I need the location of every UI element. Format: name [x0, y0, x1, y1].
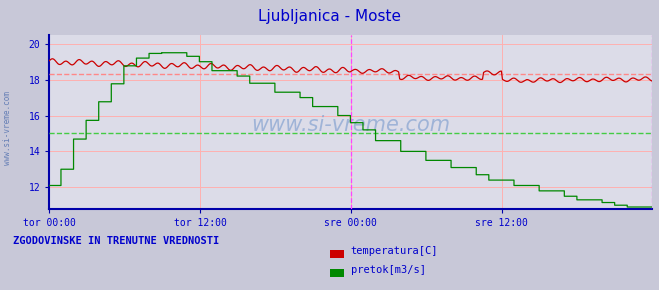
Text: www.si-vreme.com: www.si-vreme.com: [251, 115, 451, 135]
Text: ZGODOVINSKE IN TRENUTNE VREDNOSTI: ZGODOVINSKE IN TRENUTNE VREDNOSTI: [13, 236, 219, 246]
Text: pretok[m3/s]: pretok[m3/s]: [351, 265, 426, 275]
Text: www.si-vreme.com: www.si-vreme.com: [3, 90, 13, 165]
Text: Ljubljanica - Moste: Ljubljanica - Moste: [258, 9, 401, 24]
Text: temperatura[C]: temperatura[C]: [351, 246, 438, 256]
